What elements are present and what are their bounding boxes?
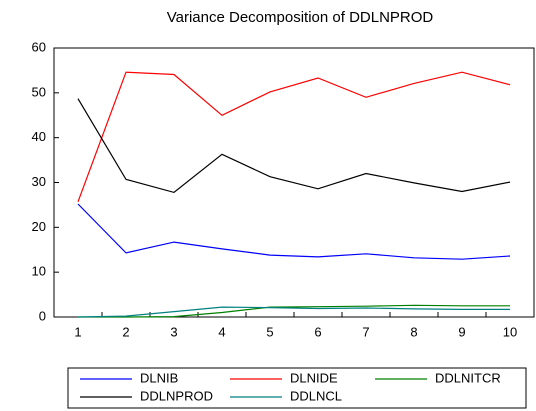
- x-tick-label: 5: [266, 324, 273, 339]
- x-tick-label: 4: [218, 324, 225, 339]
- x-tick-label: 6: [314, 324, 321, 339]
- y-tick-label: 30: [32, 174, 46, 189]
- x-tick-label: 3: [170, 324, 177, 339]
- y-tick-label: 0: [39, 308, 46, 323]
- series-line: [77, 98, 511, 194]
- y-tick-label: 50: [32, 84, 46, 99]
- x-tick-label: 7: [362, 324, 369, 339]
- y-tick-label: 10: [32, 264, 46, 279]
- legend-label: DLNIB: [140, 370, 178, 385]
- legend-label: DDLNPROD: [140, 388, 213, 403]
- y-tick-label: 60: [32, 39, 46, 54]
- series-line: [77, 71, 511, 203]
- x-tick-label: 2: [122, 324, 129, 339]
- legend-label: DDLNCL: [290, 388, 342, 403]
- y-tick-label: 20: [32, 219, 46, 234]
- legend-label: DLNIDE: [290, 370, 338, 385]
- legend-box: [67, 367, 527, 409]
- series-line: [78, 304, 510, 318]
- series-line: [77, 203, 511, 260]
- x-tick-label: 9: [458, 324, 465, 339]
- y-tick-label: 40: [32, 129, 46, 144]
- chart-title: Variance Decomposition of DDLNPROD: [167, 9, 434, 26]
- x-tick-label: 8: [410, 324, 417, 339]
- series-line: [77, 306, 510, 318]
- x-tick-label: 10: [503, 324, 517, 339]
- x-tick-label: 1: [74, 324, 81, 339]
- legend-label: DDLNITCR: [435, 370, 501, 385]
